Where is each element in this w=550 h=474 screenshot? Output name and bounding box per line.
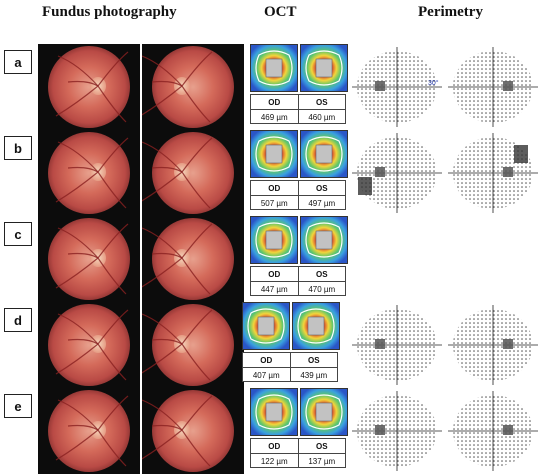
od-label: OD [243, 353, 291, 367]
oct-thickness-table: OD OS 447 µm 470 µm [250, 266, 346, 296]
fundus-photo [48, 390, 130, 472]
oct-thickness-table: OD OS 407 µm 439 µm [242, 352, 338, 382]
perimetry-header: Perimetry [418, 4, 483, 20]
perimetry-field [352, 305, 442, 385]
os-label: OS [315, 183, 328, 193]
os-thickness-value: 439 µm [300, 370, 328, 380]
row-label-a: a [4, 50, 32, 74]
os-thickness-value: 460 µm [308, 112, 336, 122]
perimetry-degree-mark: 30° [428, 80, 439, 87]
perimetry-field [448, 391, 538, 471]
os-label: OS [315, 97, 328, 107]
od-thickness-value: 469 µm [251, 110, 299, 124]
perimetry-field [352, 391, 442, 471]
os-thickness-value: 137 µm [308, 456, 336, 466]
perimetry-field [352, 133, 442, 213]
oct-header: OCT [264, 4, 297, 20]
oct-thickness-table: OD OS 122 µm 137 µm [250, 438, 346, 468]
fundus-header: Fundus photography [42, 4, 177, 20]
od-label: OD [251, 267, 299, 281]
od-thickness-value: 447 µm [251, 282, 299, 296]
row-label-e: e [4, 394, 32, 418]
os-label: OS [315, 441, 328, 451]
od-thickness-value: 507 µm [251, 196, 299, 210]
fundus-photo [142, 218, 234, 300]
oct-thickness-map [250, 216, 298, 264]
perimetry-field [448, 47, 538, 127]
oct-thickness-map [292, 302, 340, 350]
oct-thickness-table: OD OS 469 µm 460 µm [250, 94, 346, 124]
row-label-c: c [4, 222, 32, 246]
oct-thickness-map [250, 44, 298, 92]
perimetry-field [352, 47, 442, 127]
fundus-photo [142, 304, 234, 386]
od-label: OD [251, 95, 299, 109]
oct-thickness-map [250, 130, 298, 178]
perimetry-field [448, 133, 538, 213]
oct-thickness-map [300, 44, 348, 92]
os-thickness-value: 497 µm [308, 198, 336, 208]
fundus-photo [142, 390, 234, 472]
os-label: OS [315, 269, 328, 279]
fundus-photo [142, 132, 234, 214]
od-thickness-value: 407 µm [243, 368, 291, 382]
fundus-photo [48, 304, 130, 386]
oct-thickness-table: OD OS 507 µm 497 µm [250, 180, 346, 210]
fundus-photo [48, 46, 130, 128]
fundus-photo [48, 218, 130, 300]
oct-thickness-map [300, 388, 348, 436]
od-label: OD [251, 439, 299, 453]
oct-thickness-map [250, 388, 298, 436]
od-label: OD [251, 181, 299, 195]
perimetry-field [448, 305, 538, 385]
oct-thickness-map [300, 130, 348, 178]
oct-thickness-map [242, 302, 290, 350]
fundus-photo [142, 46, 234, 128]
fundus-photo [48, 132, 130, 214]
os-thickness-value: 470 µm [308, 284, 336, 294]
od-thickness-value: 122 µm [251, 454, 299, 468]
row-label-b: b [4, 136, 32, 160]
oct-thickness-map [300, 216, 348, 264]
row-label-d: d [4, 308, 32, 332]
os-label: OS [307, 355, 320, 365]
